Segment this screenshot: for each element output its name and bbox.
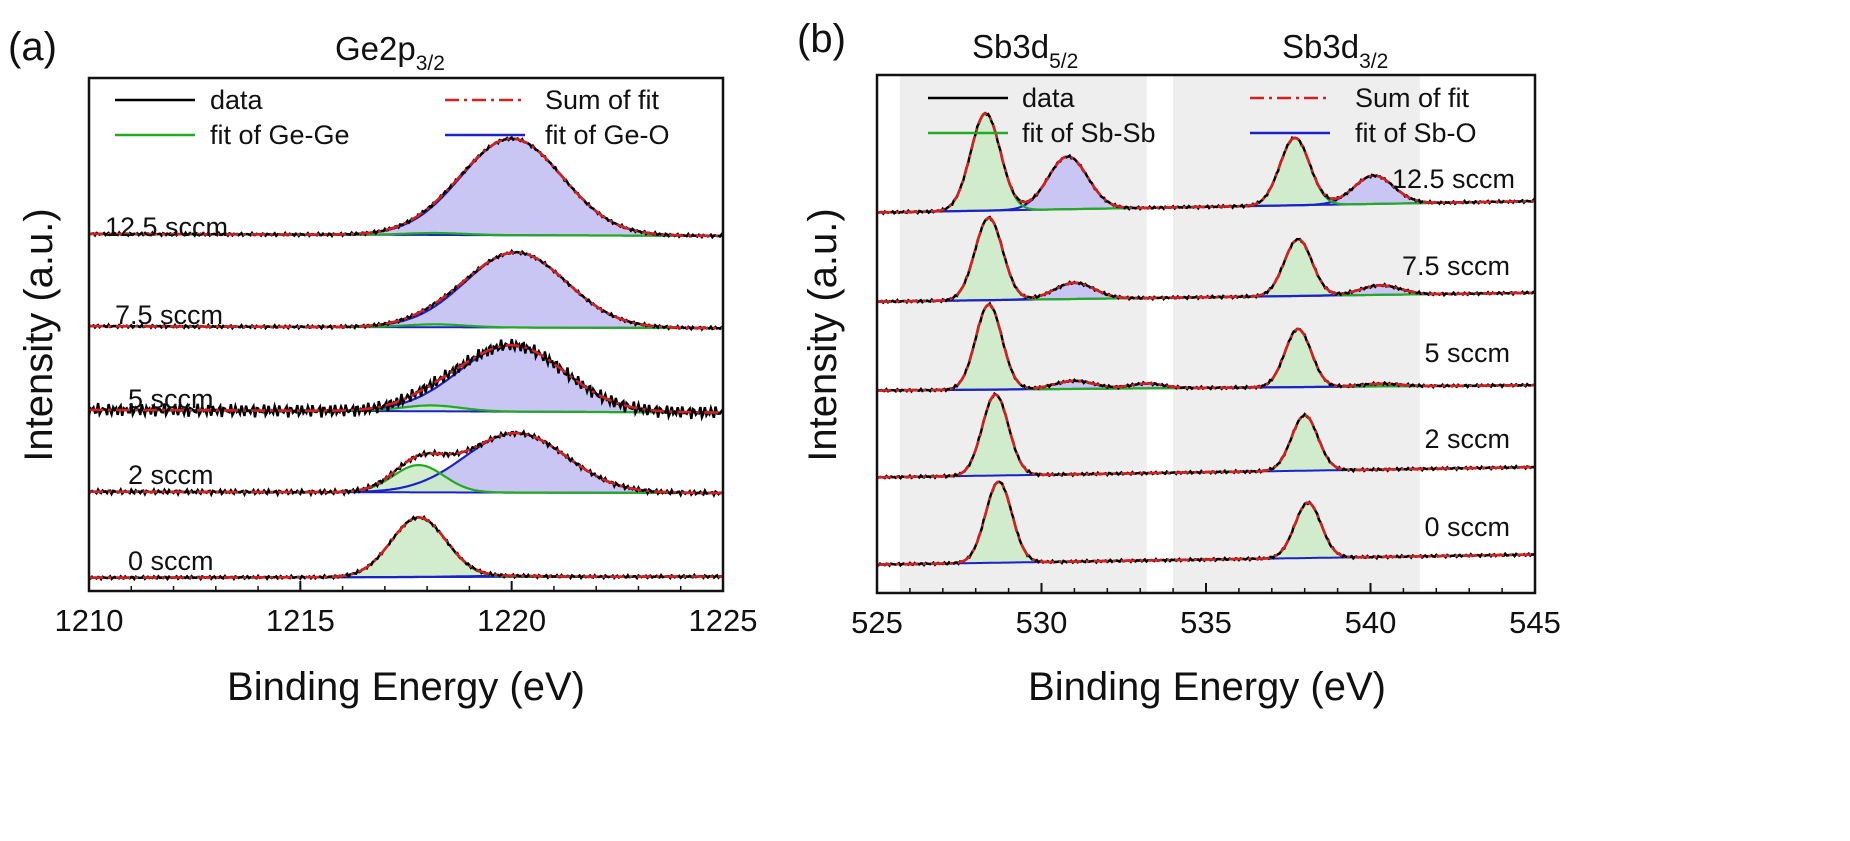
trace-label-b-2: 7.5 sccm — [1402, 251, 1510, 281]
legend-a-fit-b: fit of Ge-O — [545, 120, 670, 150]
region-2-sub: 3/2 — [1359, 50, 1388, 73]
legend-a-sum: Sum of fit — [545, 85, 660, 115]
legend-b-data: data — [1022, 83, 1076, 113]
panel-a: (a) Ge2p3/2 12.5 sccm 7.5 sccm 5 sccm 2 scc… — [8, 25, 757, 709]
panel-b-label: (b) — [797, 17, 846, 61]
panel-a-label: (a) — [8, 25, 57, 69]
fill-fit-b — [89, 138, 723, 236]
legend-b-fit-b: fit of Sb-O — [1355, 118, 1477, 148]
x-tick-label: 525 — [851, 605, 903, 640]
fill-fit-b — [89, 345, 723, 413]
sum-fit-line — [89, 516, 723, 579]
x-tick-label: 535 — [1180, 605, 1232, 640]
trace-a-1: 12.5 sccm — [88, 135, 724, 242]
panel-a-title-main: Ge2p — [335, 30, 416, 67]
fill-fit-b — [89, 252, 723, 329]
panel-b-region-title-2: Sb3d3/2 — [1282, 28, 1388, 73]
trace-label-a-4: 2 sccm — [128, 460, 214, 490]
shaded-region-1 — [900, 75, 1147, 593]
trace-label-b-3: 5 sccm — [1424, 338, 1510, 368]
sum-fit-line — [877, 303, 1536, 392]
legend-b-sum: Sum of fit — [1355, 83, 1470, 113]
panel-a-ylabel: Intensity (a.u.) — [17, 208, 61, 461]
trace-a-5: 0 sccm — [88, 514, 724, 582]
fill-fit-a — [89, 517, 723, 578]
legend-a-data: data — [210, 85, 264, 115]
panel-a-legend: data Sum of fit fit of Ge-Ge fit of Ge-O — [115, 85, 670, 150]
panel-b-legend: data Sum of fit fit of Sb-Sb fit of Sb-O — [928, 83, 1477, 148]
panel-a-xlabel: Binding Energy (eV) — [227, 665, 585, 709]
fill-fit-a — [89, 405, 723, 413]
trace-label-a-2: 7.5 sccm — [115, 300, 223, 330]
panel-b-x-ticks: 525 530 535 540 545 — [851, 583, 1561, 640]
panel-a-plot-area: 12.5 sccm 7.5 sccm 5 sccm 2 sccm 0 sccm — [87, 135, 724, 582]
panel-b-region-title-1: Sb3d5/2 — [972, 28, 1078, 73]
x-tick-label: 1210 — [55, 603, 124, 638]
sum-fit-line — [89, 137, 723, 238]
trace-a-3: 5 sccm — [87, 338, 724, 422]
fill-fit-a — [89, 465, 723, 493]
trace-label-a-5: 0 sccm — [128, 546, 214, 576]
sum-fit-line — [877, 112, 1535, 214]
trace-label-b-1: 12.5 sccm — [1392, 164, 1515, 194]
panel-a-x-ticks: 1210 1215 1220 1225 — [55, 581, 758, 638]
x-tick-label: 545 — [1509, 605, 1561, 640]
sum-fit-line — [89, 343, 723, 414]
trace-b-1: 12.5 sccm — [876, 111, 1536, 216]
panel-b-plot-area: 12.5 sccm 7.5 sccm 5 sccm 2 sccm 0 sccm — [876, 111, 1536, 568]
fill-fit-a — [877, 481, 1535, 565]
region-1-sub: 5/2 — [1049, 50, 1078, 73]
fill-fit-b — [877, 156, 1535, 213]
trace-label-a-3: 5 sccm — [128, 384, 214, 414]
trace-label-a-1: 12.5 sccm — [105, 212, 228, 242]
sum-fit-line — [876, 393, 1535, 479]
trace-label-b-4: 2 sccm — [1424, 424, 1510, 454]
x-tick-label: 540 — [1345, 605, 1397, 640]
fill-fit-a — [877, 394, 1535, 478]
trace-b-3: 5 sccm — [876, 301, 1536, 394]
legend-a-fit-a: fit of Ge-Ge — [210, 120, 350, 150]
x-tick-label: 1215 — [266, 603, 335, 638]
panel-a-title-sub: 3/2 — [416, 52, 445, 75]
x-tick-label: 1220 — [477, 603, 546, 638]
panel-a-title: Ge2p3/2 — [335, 30, 445, 75]
trace-label-b-5: 0 sccm — [1424, 512, 1510, 542]
trace-a-4: 2 sccm — [88, 429, 724, 499]
sum-fit-line — [876, 216, 1536, 303]
trace-a-2: 7.5 sccm — [88, 248, 724, 332]
panel-b-ylabel: Intensity (a.u.) — [801, 208, 845, 461]
panel-a-frame — [87, 76, 725, 593]
region-1-main: Sb3d — [972, 28, 1049, 65]
trace-b-2: 7.5 sccm — [876, 215, 1536, 305]
region-2-main: Sb3d — [1282, 28, 1359, 65]
trace-b-5: 0 sccm — [876, 480, 1536, 568]
sum-fit-line — [89, 431, 723, 495]
x-tick-label: 530 — [1016, 605, 1068, 640]
sum-fit-line — [877, 480, 1535, 566]
panel-b-xlabel: Binding Energy (eV) — [1028, 665, 1386, 709]
fill-fit-b — [89, 433, 723, 493]
legend-b-fit-a: fit of Sb-Sb — [1022, 118, 1156, 148]
sum-fit-line — [89, 251, 723, 330]
trace-b-4: 2 sccm — [876, 391, 1536, 481]
x-tick-label: 1225 — [689, 603, 758, 638]
